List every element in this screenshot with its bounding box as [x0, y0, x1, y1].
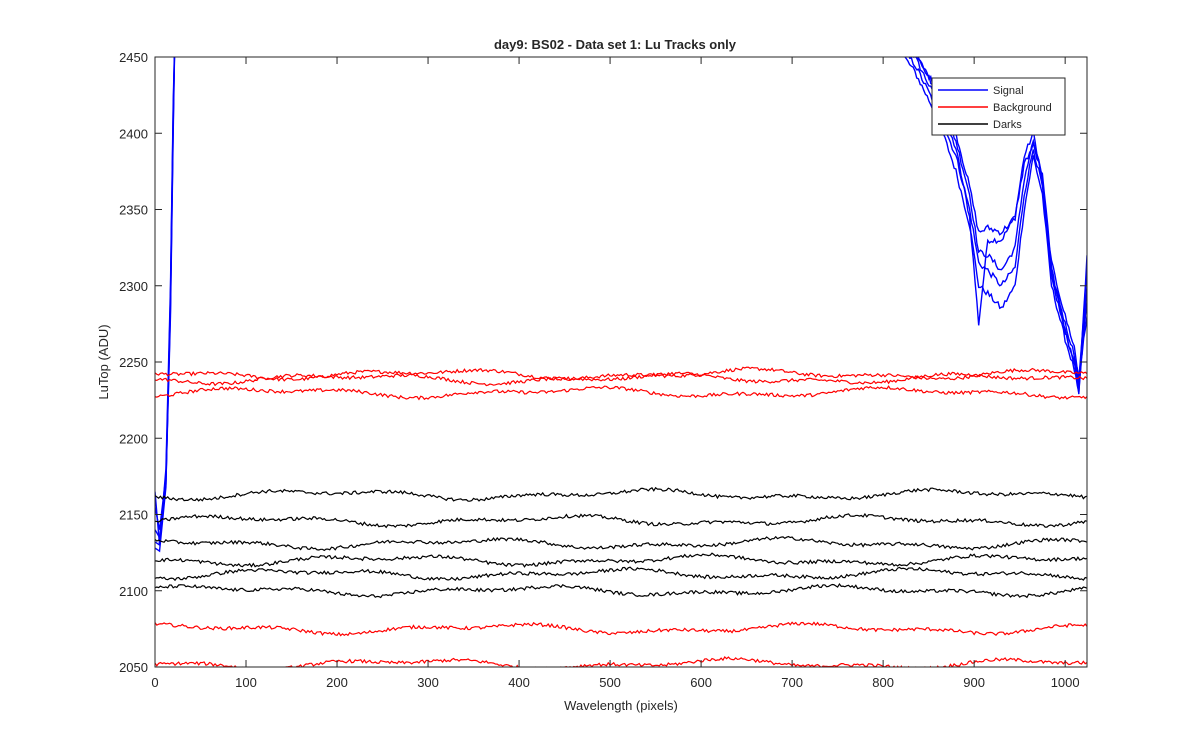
background-series-line	[155, 656, 1087, 667]
y-tick-label: 2100	[119, 584, 148, 599]
signal-series-line	[914, 57, 1087, 381]
legend-background-label: Background	[993, 102, 1052, 114]
darks-series-line	[155, 566, 1087, 582]
y-tick-label: 2300	[119, 279, 148, 294]
x-tick-label: 1000	[1051, 675, 1080, 690]
x-tick-label: 400	[508, 675, 530, 690]
background-series-line	[155, 366, 1087, 382]
darks-series-line	[155, 582, 1087, 599]
plot-background	[155, 57, 1087, 667]
legend-signal-label: Signal	[993, 85, 1024, 97]
background-series-line	[155, 371, 1087, 387]
x-tick-label: 600	[690, 675, 712, 690]
x-tick-label: 300	[417, 675, 439, 690]
x-tick-label: 500	[599, 675, 621, 690]
x-tick-label: 0	[151, 675, 158, 690]
x-axis-label: Wavelength (pixels)	[564, 698, 678, 713]
x-axis-ticks: 0 100 200 300 400 500 600 700 800 900 1000	[151, 57, 1080, 690]
y-axis-ticks: 2050 2100 2150 2200 2250 2300 2350 2400 2450	[119, 50, 1087, 675]
y-axis-label: LuTop (ADU)	[96, 324, 111, 399]
y-tick-label: 2400	[119, 126, 148, 141]
x-tick-label: 100	[235, 675, 257, 690]
y-tick-label: 2250	[119, 355, 148, 370]
background-series-line	[155, 621, 1087, 637]
y-tick-label: 2200	[119, 431, 148, 446]
y-tick-label: 2350	[119, 203, 148, 218]
legend-darks-label: Darks	[993, 119, 1022, 131]
x-tick-label: 700	[781, 675, 803, 690]
chart-title: day9: BS02 - Data set 1: Lu Tracks only	[494, 37, 737, 52]
background-series-line	[155, 385, 1087, 401]
x-tick-label: 800	[872, 675, 894, 690]
y-tick-label: 2450	[119, 50, 148, 65]
legend[interactable]: Signal Background Darks	[931, 77, 1066, 136]
signal-series-line	[155, 57, 176, 553]
darks-series-line	[155, 552, 1087, 568]
signal-series-line	[917, 57, 1087, 379]
x-tick-label: 900	[963, 675, 985, 690]
y-tick-label: 2050	[119, 660, 148, 675]
darks-series-line	[155, 512, 1087, 529]
darks-series-line	[155, 535, 1087, 552]
signal-series-line	[904, 57, 1087, 393]
x-tick-label: 200	[326, 675, 348, 690]
y-tick-label: 2150	[119, 508, 148, 523]
signal-series-line	[908, 57, 1087, 386]
series-layer	[155, 57, 1087, 667]
darks-series-line	[155, 486, 1087, 502]
